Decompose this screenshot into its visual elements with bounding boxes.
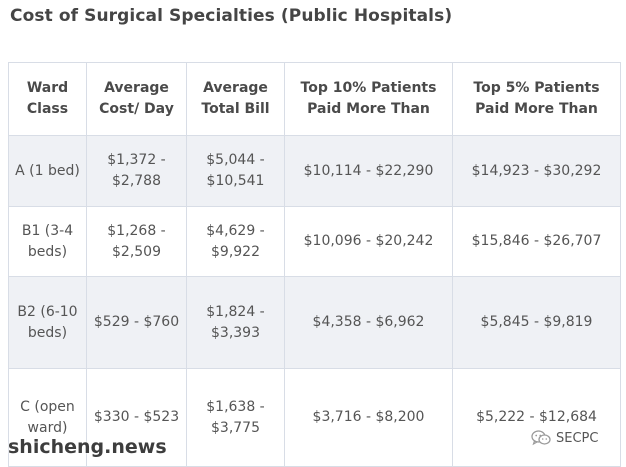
header-ward-class: Ward Class <box>8 62 87 136</box>
cell-average-cost-day: $1,372 - $2,788 <box>86 135 187 207</box>
brand-name: SECPC <box>556 430 599 446</box>
cell-average-total-bill: $4,629 - $9,922 <box>186 206 285 277</box>
cell-ward-class: A (1 bed) <box>8 135 87 207</box>
page-title: Cost of Surgical Specialties (Public Hos… <box>10 6 453 26</box>
cell-top-5-percent: $5,845 - $9,819 <box>452 276 621 369</box>
cost-table: Ward Class Average Cost/ Day Average Tot… <box>8 62 621 467</box>
cell-ward-class: B2 (6-10 beds) <box>8 276 87 369</box>
table-row: B2 (6-10 beds) $529 - $760 $1,824 - $3,3… <box>8 276 621 369</box>
cell-average-cost-day: $529 - $760 <box>86 276 187 369</box>
cell-top-5-percent: $15,846 - $26,707 <box>452 206 621 277</box>
cell-average-total-bill: $1,638 - $3,775 <box>186 368 285 467</box>
cell-top-10-percent: $10,096 - $20,242 <box>284 206 453 277</box>
table-row: C (open ward) $330 - $523 $1,638 - $3,77… <box>8 368 621 467</box>
header-top-5-percent: Top 5% Patients Paid More Than <box>452 62 621 136</box>
cell-average-total-bill: $5,044 - $10,541 <box>186 135 285 207</box>
cell-top-5-percent: $14,923 - $30,292 <box>452 135 621 207</box>
table-header-row: Ward Class Average Cost/ Day Average Tot… <box>8 62 621 136</box>
table-row: B1 (3-4 beds) $1,268 - $2,509 $4,629 - $… <box>8 206 621 277</box>
header-average-total-bill: Average Total Bill <box>186 62 285 136</box>
cell-ward-class: B1 (3-4 beds) <box>8 206 87 277</box>
cell-ward-class: C (open ward) <box>8 368 87 467</box>
cell-top-10-percent: $4,358 - $6,962 <box>284 276 453 369</box>
cell-top-10-percent: $3,716 - $8,200 <box>284 368 453 467</box>
wechat-icon <box>531 430 551 446</box>
cell-average-total-bill: $1,824 - $3,393 <box>186 276 285 369</box>
cell-top-10-percent: $10,114 - $22,290 <box>284 135 453 207</box>
brand-badge: SECPC <box>531 430 598 446</box>
source-watermark: shicheng.news <box>8 436 167 458</box>
table-row: A (1 bed) $1,372 - $2,788 $5,044 - $10,5… <box>8 135 621 207</box>
cell-top-5-percent: $5,222 - $12,684 <box>452 368 621 467</box>
cell-average-cost-day: $1,268 - $2,509 <box>86 206 187 277</box>
header-top-10-percent: Top 10% Patients Paid More Than <box>284 62 453 136</box>
header-average-cost-day: Average Cost/ Day <box>86 62 187 136</box>
cell-average-cost-day: $330 - $523 <box>86 368 187 467</box>
